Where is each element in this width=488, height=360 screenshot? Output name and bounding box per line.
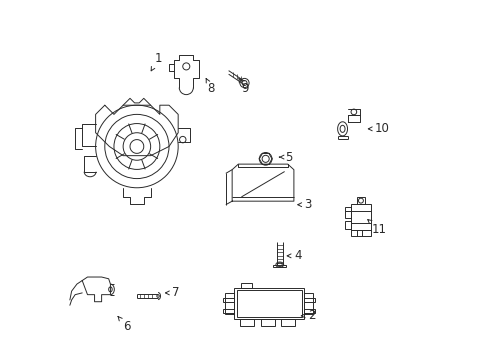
Text: 6: 6 xyxy=(118,316,130,333)
Bar xyxy=(281,319,295,327)
Text: 4: 4 xyxy=(286,249,301,262)
Bar xyxy=(304,310,314,313)
Bar xyxy=(240,319,254,327)
Bar xyxy=(344,221,350,229)
Bar xyxy=(260,319,274,327)
Bar xyxy=(356,198,365,204)
Bar xyxy=(344,211,350,218)
Bar xyxy=(223,298,233,302)
Bar xyxy=(236,291,301,316)
Bar xyxy=(304,293,313,314)
Bar xyxy=(344,207,350,211)
Text: 7: 7 xyxy=(165,287,179,300)
Text: 11: 11 xyxy=(367,220,386,236)
Text: 9: 9 xyxy=(239,78,248,95)
Bar xyxy=(224,293,233,314)
Bar xyxy=(241,283,251,288)
Bar xyxy=(273,265,285,267)
Bar xyxy=(233,288,304,319)
Bar xyxy=(350,204,370,230)
Text: 5: 5 xyxy=(279,150,292,163)
Bar xyxy=(350,230,370,235)
Bar xyxy=(223,310,233,313)
Text: 10: 10 xyxy=(367,122,389,135)
Text: 8: 8 xyxy=(206,78,214,95)
Text: 3: 3 xyxy=(297,198,311,211)
Bar xyxy=(304,298,314,302)
Text: 2: 2 xyxy=(301,309,315,322)
Text: 1: 1 xyxy=(151,52,162,71)
